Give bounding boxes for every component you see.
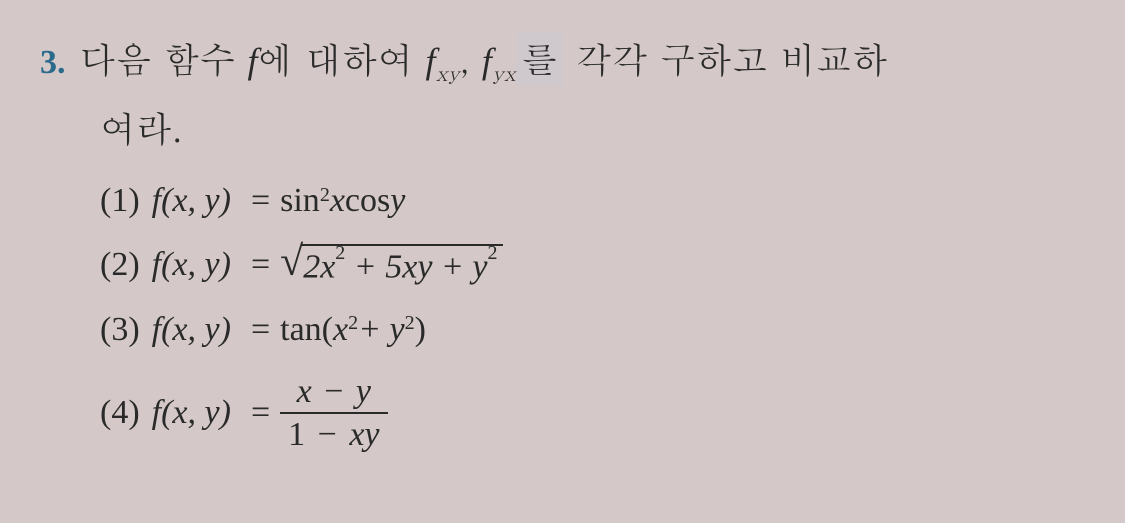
comma: , [459, 33, 482, 84]
num-y: y [356, 373, 371, 410]
equals-1: = [251, 182, 270, 220]
sqrt-rest: + 5xy + y [354, 249, 488, 286]
den-xy: xy [349, 416, 379, 453]
func-def-1: f(x, y) [152, 182, 231, 220]
sqrt-content: 2x2 + 5xy + y2 [301, 244, 503, 286]
sub-problem-3: (3) f(x, y) = tan(x2+ y2) [100, 311, 1085, 349]
text-part4: 각각 구하고 비교하 [564, 33, 888, 84]
expr-3: tan(x2+ y2) [280, 311, 426, 349]
sub-num-2: (2) [100, 246, 140, 284]
expr-4-fraction: x − y 1 − xy [280, 373, 387, 454]
func-def-4: f(x, y) [152, 394, 231, 432]
problem-header-line1: 3. 다음 함수 f에 대하여 fxy, fyx를 각각 구하고 비교하 [40, 30, 1085, 91]
sqrt-2x: 2x [303, 249, 335, 286]
y-var: y [390, 182, 405, 220]
num-minus: − [324, 373, 343, 410]
plus-y: + y [358, 311, 405, 349]
sub-num-4: (4) [100, 394, 140, 432]
sub-num-3: (3) [100, 311, 140, 349]
sqrt-sup2: 2 [487, 242, 497, 264]
paren-open: ( [322, 311, 333, 349]
sub-problem-4: (4) f(x, y) = x − y 1 − xy [100, 373, 1085, 454]
func-def-3: f(x, y) [152, 311, 231, 349]
sub-problem-2: (2) f(x, y) = √ 2x2 + 5xy + y2 [100, 244, 1085, 286]
problem-header-line2: 여라. [100, 99, 1085, 157]
text-part1: 다음 함수 [80, 33, 248, 84]
fyx-subscript: yx [492, 58, 516, 87]
sup3-1: 2 [348, 312, 358, 335]
x-var3: x [333, 311, 348, 349]
problem-number: 3. [40, 36, 66, 90]
sup3-2: 2 [405, 312, 415, 335]
sqrt-sign: √ [280, 244, 303, 282]
num-x: x [297, 373, 312, 410]
paren-close: ) [415, 311, 426, 349]
sub-problems-container: (1) f(x, y) = sin2x cosy (2) f(x, y) = √… [100, 182, 1085, 453]
fraction-numerator: x − y [289, 373, 379, 412]
tan-text: tan [280, 311, 322, 349]
den-1: 1 [288, 416, 305, 453]
equals-4: = [251, 394, 270, 432]
sub-problem-1: (1) f(x, y) = sin2x cosy [100, 182, 1085, 220]
expr-1: sin2x cosy [280, 182, 405, 220]
cos-text: cos [345, 182, 390, 220]
problem-text-line1: 다음 함수 f에 대하여 fxy, fyx를 각각 구하고 비교하 [80, 30, 888, 91]
text-part2: 에 대하여 [258, 33, 426, 84]
func-def-2: f(x, y) [152, 246, 231, 284]
fyx-symbol: f [482, 41, 492, 81]
fxy-symbol: f [425, 41, 435, 81]
sin-sup: 2 [320, 184, 330, 207]
sin-text: sin [280, 182, 320, 220]
text-part3: 를 [522, 33, 558, 84]
highlighted-text: 를 [516, 31, 564, 86]
fraction-denominator: 1 − xy [280, 412, 387, 453]
f-symbol: f [247, 41, 257, 81]
sqrt-plus [345, 249, 354, 286]
fxy-subscript: xy [436, 58, 460, 87]
text-line2: 여라. [100, 99, 183, 157]
x-var: x [330, 182, 345, 220]
sqrt-sup1: 2 [335, 242, 345, 264]
equals-3: = [251, 311, 270, 349]
equals-2: = [251, 246, 270, 284]
expr-2: √ 2x2 + 5xy + y2 [280, 244, 503, 286]
sub-num-1: (1) [100, 182, 140, 220]
den-minus: − [318, 416, 337, 453]
